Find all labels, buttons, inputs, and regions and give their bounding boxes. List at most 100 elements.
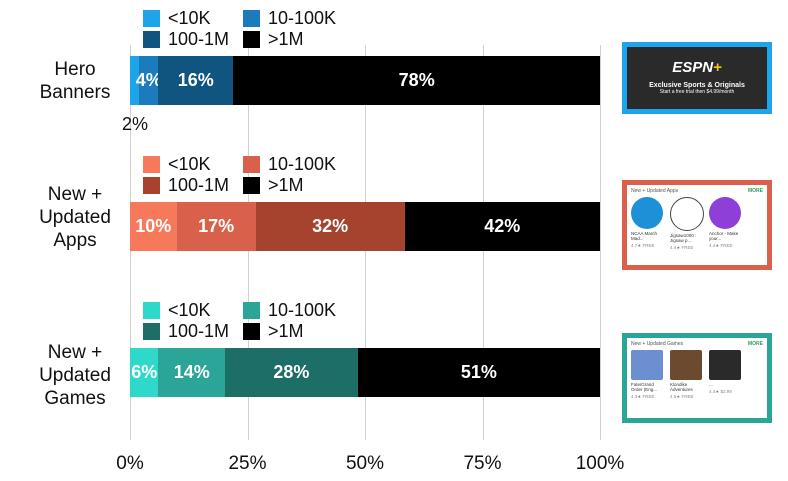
bar-segment (130, 56, 140, 105)
legend-item: >1M (243, 321, 304, 341)
legend-item: 100-1M (143, 175, 229, 195)
games-title: New + Updated Games (631, 341, 684, 347)
legend-item: 10-100K (243, 300, 336, 320)
legend-label: 10-100K (268, 7, 337, 28)
apps-item: Jigsaw1000 : Jigsaw p... 4.4★ FREE (670, 197, 704, 250)
legend-label: <10K (168, 299, 211, 320)
bar-segment: 32% (255, 202, 405, 251)
legend: <10K 10-100K 100-1M >1M (143, 8, 383, 50)
app-icon (709, 350, 741, 380)
bar-segment: 51% (357, 348, 600, 397)
category-label: New + Updated Games (39, 342, 111, 409)
app-icon (631, 197, 663, 229)
category-label: Hero Banners (39, 59, 111, 103)
legend-swatch (143, 301, 160, 319)
bar-segment: 6% (130, 348, 159, 397)
bar-segment: 16% (158, 56, 234, 105)
legend-swatch (143, 322, 160, 340)
gridline (600, 45, 601, 440)
app-icon (631, 350, 663, 380)
bar-segment: 4% (136, 56, 162, 105)
legend-label: >1M (268, 28, 304, 49)
legend-item: <10K (143, 154, 211, 174)
legend-swatch (143, 30, 160, 48)
app-icon (670, 197, 704, 231)
legend-item: >1M (243, 175, 304, 195)
games-item: Klondike Adventures 4.5★ FREE (670, 350, 704, 399)
legend-item: 10-100K (243, 8, 336, 28)
data-label: 51% (460, 362, 497, 382)
hero-title: Exclusive Sports & Originals (649, 82, 745, 89)
legend-item: 100-1M (143, 321, 229, 341)
legend-swatch (243, 176, 260, 194)
legend-item: >1M (243, 29, 304, 49)
legend-item: <10K (143, 300, 211, 320)
legend-label: <10K (168, 7, 211, 28)
x-tick-label: 25% (228, 453, 267, 474)
item-meta: 4.3★ FREE (631, 394, 655, 399)
legend-swatch (243, 155, 260, 173)
data-label: 14% (173, 362, 210, 382)
item-name: NCAA March Mad... (631, 231, 658, 241)
games-thumbnail: New + Updated Games MORE Fate/Grand Order… (622, 333, 772, 423)
legend-item: 10-100K (243, 154, 336, 174)
app-icon (670, 350, 702, 380)
item-name: Anchor - Make your... (709, 231, 739, 241)
data-label: 16% (177, 70, 214, 90)
legend-swatch (143, 9, 160, 27)
item-meta: 4.5★ FREE (670, 394, 694, 399)
bar-segment: 10% (130, 202, 177, 251)
legend: <10K 10-100K 100-1M >1M (143, 300, 383, 342)
hero-subtitle: Start a free trial then $4.99/month (659, 89, 735, 95)
legend-item: <10K (143, 8, 211, 28)
hero-banner-thumbnail: ESPN+ Exclusive Sports & Originals Start… (622, 42, 772, 114)
apps-item: NCAA March Mad... 4.7★ FREE (631, 197, 665, 250)
games-more: MORE (748, 341, 763, 347)
bar-segment: 17% (176, 202, 256, 251)
legend-swatch (143, 155, 160, 173)
apps-thumbnail: New + Updated Apps MORE NCAA March Mad...… (622, 180, 772, 270)
item-name: Jigsaw1000 : Jigsaw p... (670, 233, 697, 243)
apps-title: New + Updated Apps (631, 188, 679, 194)
item-meta: 4.4★ FREE (670, 245, 694, 250)
legend-swatch (243, 30, 260, 48)
item-meta: 4.4★ FREE (709, 243, 733, 248)
data-label: 78% (398, 70, 435, 90)
legend-swatch (243, 9, 260, 27)
games-item: Fate/Grand Order (Eng... 4.3★ FREE (631, 350, 665, 399)
legend-swatch (143, 176, 160, 194)
legend: <10K 10-100K 100-1M >1M (143, 154, 383, 196)
legend-label: <10K (168, 153, 211, 174)
espn-logo: ESPN+ (672, 59, 722, 76)
legend-label: 100-1M (168, 320, 230, 341)
category-label: New + Updated Apps (39, 184, 111, 251)
x-tick-label: 0% (116, 453, 144, 474)
data-label: 10% (135, 216, 172, 236)
data-label: 42% (484, 216, 521, 236)
legend-label: 10-100K (268, 299, 337, 320)
bar-segment: 78% (233, 56, 600, 105)
bar-segment: 42% (404, 202, 600, 251)
data-label: 28% (273, 362, 310, 382)
data-label: 6% (131, 362, 158, 382)
bar-segment: 28% (224, 348, 358, 397)
data-label: 4% (135, 70, 162, 90)
games-item: ... 4.4★ $2.99 (709, 350, 743, 399)
x-tick-label: 100% (575, 453, 625, 474)
data-label: 32% (312, 216, 349, 236)
item-name: ... (709, 382, 713, 387)
item-meta: 4.4★ $2.99 (709, 389, 732, 394)
apps-more: MORE (748, 188, 763, 194)
legend-label: >1M (268, 320, 304, 341)
item-name: Fate/Grand Order (Eng... (631, 382, 658, 392)
app-icon (709, 197, 741, 229)
bar-segment: 14% (158, 348, 225, 397)
legend-label: 100-1M (168, 174, 230, 195)
item-name: Klondike Adventures (670, 382, 693, 392)
legend-label: >1M (268, 174, 304, 195)
legend-swatch (243, 301, 260, 319)
legend-swatch (243, 322, 260, 340)
data-label: 2% (122, 114, 149, 134)
legend-label: 100-1M (168, 28, 230, 49)
apps-item: Anchor - Make your... 4.4★ FREE (709, 197, 743, 250)
